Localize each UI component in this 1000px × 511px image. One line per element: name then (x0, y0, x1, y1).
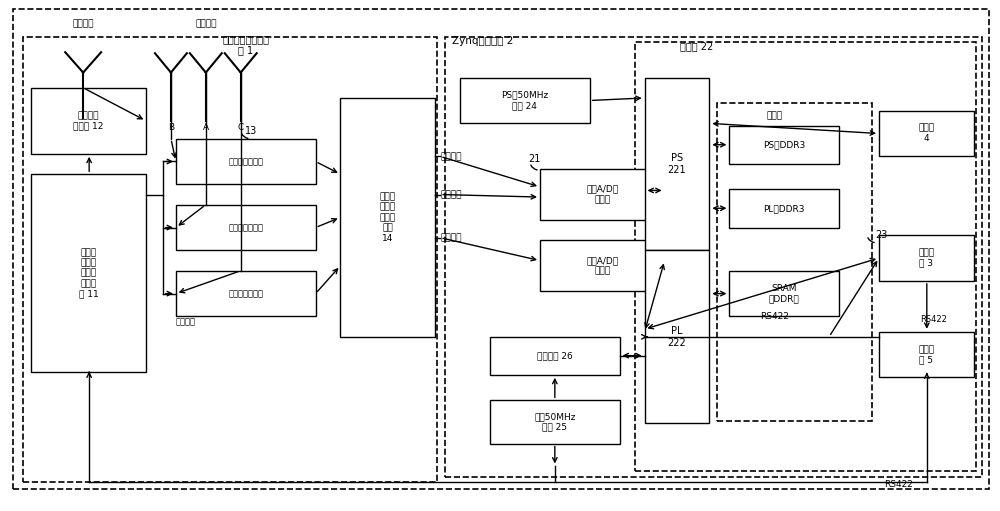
Text: 发射天线: 发射天线 (72, 20, 94, 29)
Text: RS422: RS422 (884, 480, 913, 489)
Text: 外部50MHz
时钟 25: 外部50MHz 时钟 25 (534, 412, 576, 432)
Text: RS422: RS422 (760, 312, 789, 321)
Bar (460, 78, 590, 123)
Text: 中频回波: 中频回波 (440, 152, 462, 161)
Text: SRAM
（DDR）: SRAM （DDR） (769, 284, 800, 304)
Bar (879, 332, 974, 378)
Text: 23: 23 (875, 230, 887, 240)
Bar (540, 169, 665, 220)
Text: PS端50MHz
晶振 24: PS端50MHz 晶振 24 (501, 91, 549, 110)
Text: 高速A/D采
样芯片: 高速A/D采 样芯片 (586, 185, 618, 204)
Text: 中频回波: 中频回波 (440, 233, 462, 242)
Text: 太赫兹发
射组件 12: 太赫兹发 射组件 12 (73, 111, 104, 130)
Text: 多通道
中频滤
波放大
组件
14: 多通道 中频滤 波放大 组件 14 (380, 192, 396, 243)
Bar (176, 271, 316, 316)
Bar (176, 205, 316, 250)
Text: PL
222: PL 222 (668, 326, 686, 347)
Text: 太赫兹接收组件: 太赫兹接收组件 (228, 157, 263, 166)
Text: 频率综
合与调
制波形
产生组
件 11: 频率综 合与调 制波形 产生组 件 11 (79, 248, 99, 298)
Bar (717, 103, 872, 421)
Text: RS422: RS422 (920, 315, 947, 323)
Text: 控制系
统 3: 控制系 统 3 (918, 248, 934, 268)
Text: 上位机
4: 上位机 4 (918, 124, 934, 143)
Text: 参考信号: 参考信号 (176, 317, 196, 326)
Bar (176, 138, 316, 184)
Bar (645, 250, 709, 423)
Bar (635, 42, 976, 472)
Bar (31, 174, 146, 373)
Bar (490, 400, 620, 444)
Text: Zynq处理平台 2: Zynq处理平台 2 (452, 36, 514, 46)
Text: 二维电
机 5: 二维电 机 5 (918, 345, 934, 364)
Bar (31, 88, 146, 154)
Text: 处理器 22: 处理器 22 (680, 41, 713, 51)
Bar (729, 126, 839, 164)
Text: 13: 13 (245, 126, 257, 136)
Bar (340, 98, 435, 337)
Text: 21: 21 (529, 154, 541, 164)
Text: 中频回波: 中频回波 (440, 190, 462, 199)
Bar (879, 111, 974, 156)
Text: 高速A/D采
样芯片: 高速A/D采 样芯片 (586, 256, 618, 275)
Bar (445, 37, 982, 477)
Text: C: C (238, 123, 244, 132)
Bar (23, 37, 437, 482)
Bar (729, 271, 839, 316)
Bar (645, 78, 709, 250)
Text: PL端DDR3: PL端DDR3 (763, 204, 805, 213)
Text: 太赫兹接收组件: 太赫兹接收组件 (228, 223, 263, 232)
Text: B: B (168, 123, 174, 132)
Bar (540, 240, 665, 291)
Text: PS
221: PS 221 (668, 153, 686, 175)
Text: 太赫兹发射接收装
置 1: 太赫兹发射接收装 置 1 (222, 34, 269, 55)
Text: 时钟芯片 26: 时钟芯片 26 (537, 352, 573, 360)
Bar (490, 337, 620, 375)
Text: A: A (203, 123, 209, 132)
Bar (729, 190, 839, 227)
Bar (879, 235, 974, 281)
Text: PS端DDR3: PS端DDR3 (763, 141, 805, 149)
Text: 太赫兹接收组件: 太赫兹接收组件 (228, 289, 263, 298)
Text: 以太网: 以太网 (766, 111, 782, 120)
Text: 接收天线: 接收天线 (195, 20, 217, 29)
